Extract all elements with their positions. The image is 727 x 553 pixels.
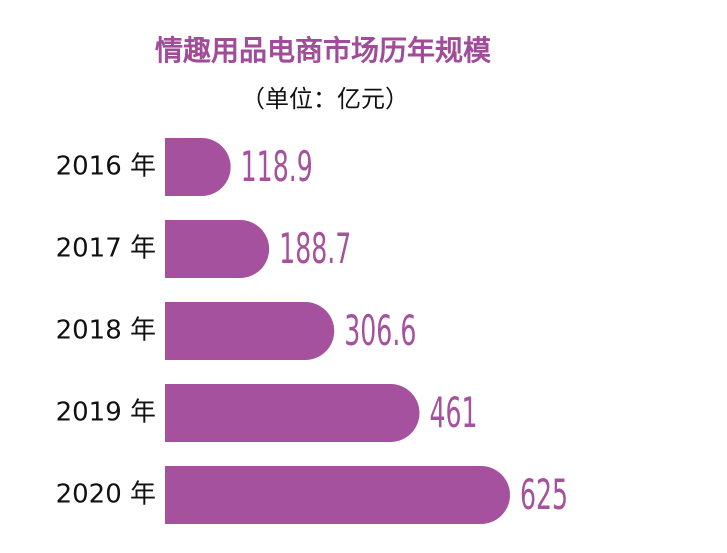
bar [165, 138, 231, 196]
chart-subtitle: （单位：亿元） [241, 85, 409, 113]
y-tick-label: 2018 年 [56, 316, 156, 346]
value-label: 625 [520, 472, 568, 521]
y-tick-label: 2017 年 [56, 234, 156, 264]
y-tick-label: 2016 年 [56, 152, 156, 182]
value-label: 118.9 [241, 144, 313, 193]
value-label: 188.7 [279, 226, 351, 275]
chart-title: 情趣用品电商市场历年规模 [155, 34, 492, 67]
bar [165, 220, 270, 278]
bar [165, 302, 335, 360]
y-tick-label: 2019 年 [56, 398, 156, 428]
value-label: 306.6 [344, 308, 416, 357]
bar [165, 466, 510, 524]
value-label: 461 [429, 390, 477, 439]
y-tick-label: 2020 年 [56, 480, 156, 510]
bar [165, 384, 420, 442]
